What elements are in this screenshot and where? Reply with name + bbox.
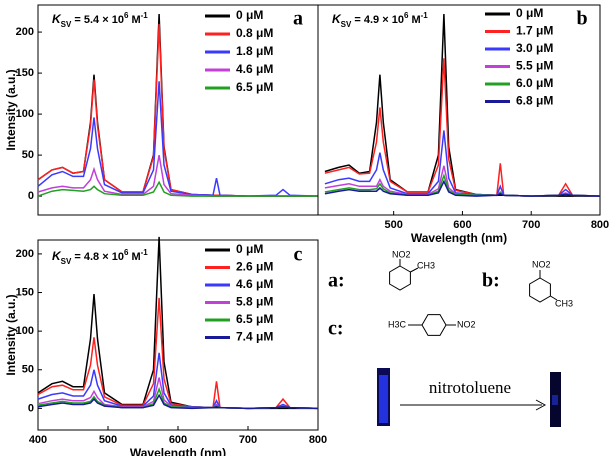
- legend-label: 3.0 μM: [516, 41, 553, 55]
- scheme-label: a:: [328, 270, 345, 292]
- legend-label: 7.4 μM: [236, 330, 273, 344]
- annotation-part: M: [408, 14, 420, 26]
- arrow-label: nitrotoluene: [429, 378, 511, 397]
- scheme: [389, 259, 558, 411]
- annotation-part: M: [128, 251, 140, 263]
- vial-glow: [379, 375, 388, 423]
- annotation: KSV = 4.8 × 106 M-1: [52, 248, 148, 266]
- spectrum-line: [37, 81, 319, 197]
- x-tick-label: 800: [309, 434, 327, 446]
- annotation-part: 6: [404, 11, 409, 20]
- legend-label: 0 μM: [516, 6, 543, 20]
- x-tick-label: 600: [169, 434, 187, 446]
- legend-label: 2.6 μM: [236, 260, 273, 274]
- legend-label: 0 μM: [236, 8, 263, 22]
- annotation-part: SV: [61, 20, 72, 29]
- bond: [550, 295, 558, 301]
- spectrum-line: [324, 13, 600, 197]
- y-tick-label: 50: [22, 149, 34, 161]
- annotation-part: K: [52, 12, 62, 26]
- y-tick-label: 150: [16, 67, 34, 79]
- group: H3C: [388, 319, 407, 329]
- legend-label: 4.6 μM: [236, 62, 273, 76]
- spectrum-line: [37, 23, 318, 197]
- x-axis-label: Wavelength (nm): [411, 231, 507, 245]
- plot-frame: [37, 239, 319, 431]
- legend-label: 5.8 μM: [236, 295, 273, 309]
- spectrum-line: [37, 180, 318, 197]
- annotation-part: M: [128, 14, 140, 26]
- x-tick-label: 700: [239, 434, 257, 446]
- x-tick-label: 400: [29, 434, 47, 446]
- plot-frame: [317, 4, 601, 216]
- x-tick-label: 700: [522, 219, 540, 231]
- panel-label: c: [294, 244, 303, 266]
- benzene-ring: [529, 277, 551, 303]
- annotation-part: -1: [421, 11, 429, 20]
- scheme-label: c:: [328, 318, 344, 340]
- legend-label: 6.5 μM: [236, 80, 273, 94]
- panel-label: b: [576, 8, 587, 30]
- spectrum-line: [324, 58, 601, 197]
- legend-label: 0 μM: [236, 242, 263, 256]
- legend-label: 6.5 μM: [236, 312, 273, 326]
- annotation: KSV = 5.4 × 106 M-1: [52, 11, 148, 29]
- y-tick-label: 200: [16, 26, 34, 38]
- arrow-head: [535, 399, 547, 411]
- y-tick-label: 200: [16, 248, 34, 260]
- plot-frame: [37, 4, 319, 216]
- y-tick-label: 100: [16, 108, 34, 120]
- group: CH3: [555, 298, 573, 308]
- y-tick-label: 100: [16, 325, 34, 337]
- legend-label: 0.8 μM: [236, 26, 273, 40]
- benzene-ring: [389, 265, 411, 291]
- y-tick-label: 0: [28, 190, 34, 202]
- annotation: KSV = 4.9 × 106 M-1: [332, 11, 428, 29]
- y-tick-label: 50: [22, 364, 34, 376]
- spectrum-line: [37, 393, 319, 410]
- spectrum-line: [37, 13, 318, 197]
- y-axis-label: Intensity (a.u.): [4, 294, 18, 375]
- legend-label: 5.5 μM: [516, 59, 553, 73]
- spectrum-line: [37, 297, 319, 410]
- vial-glow: [552, 395, 558, 405]
- x-tick-label: 500: [99, 434, 117, 446]
- annotation-part: -1: [141, 248, 149, 257]
- annotation-part: SV: [61, 257, 72, 266]
- annotation-part: 6: [124, 11, 129, 20]
- group: NO2: [392, 249, 411, 259]
- annotation-part: 6: [124, 248, 129, 257]
- y-tick-label: 0: [28, 402, 34, 414]
- legend-label: 4.6 μM: [236, 277, 273, 291]
- x-tick-label: 500: [384, 219, 402, 231]
- annotation-part: K: [52, 249, 62, 263]
- x-tick-label: 600: [453, 219, 471, 231]
- annotation-part: -1: [141, 11, 149, 20]
- annotation-part: = 4.8 × 10: [71, 251, 124, 263]
- group: NO2: [457, 319, 476, 329]
- x-axis-label: Wavelength (nm): [130, 446, 226, 456]
- scheme-label: b:: [482, 270, 500, 292]
- annotation-part: K: [332, 12, 342, 26]
- y-tick-label: 150: [16, 286, 34, 298]
- legend-label: 6.0 μM: [516, 76, 553, 90]
- y-axis-label: Intensity (a.u.): [4, 69, 18, 150]
- spectrum-line: [37, 154, 318, 197]
- annotation-part: SV: [341, 20, 352, 29]
- x-tick-label: 800: [591, 219, 609, 231]
- annotation-part: = 5.4 × 10: [71, 14, 124, 26]
- benzene-ring: [421, 314, 447, 336]
- group: CH3: [417, 260, 435, 270]
- annotation-part: = 4.9 × 10: [351, 14, 404, 26]
- bond: [410, 267, 419, 273]
- legend-label: 1.7 μM: [516, 24, 553, 38]
- legend-label: 6.8 μM: [516, 94, 553, 108]
- legend-label: 1.8 μM: [236, 44, 273, 58]
- spectrum-line: [324, 179, 601, 197]
- group: NO2: [532, 259, 551, 269]
- panel-label: a: [293, 8, 303, 30]
